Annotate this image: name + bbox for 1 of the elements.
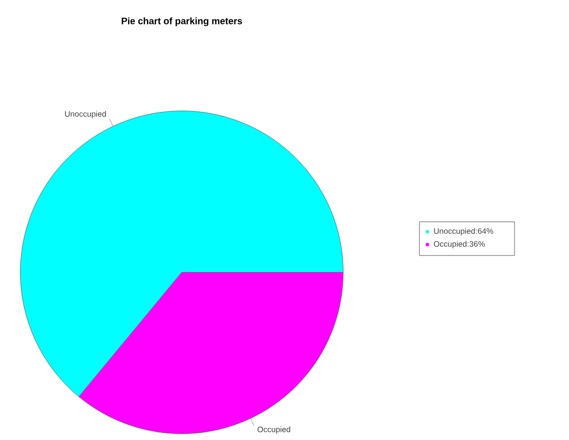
chart-title: Pie chart of parking meters [122,18,242,26]
